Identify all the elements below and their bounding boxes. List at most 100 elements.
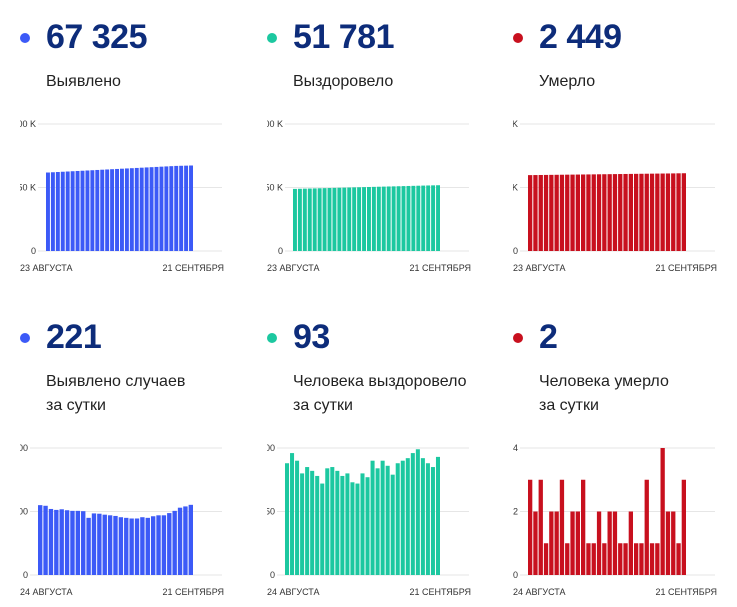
- bar: [357, 187, 362, 251]
- bar: [302, 188, 307, 251]
- bar: [436, 185, 440, 251]
- detected-daily-label: Выявлено случаев за сутки: [46, 370, 185, 418]
- bar: [591, 174, 596, 251]
- bar: [575, 511, 580, 575]
- y-tick-label: 0: [513, 246, 518, 256]
- bar: [405, 458, 410, 575]
- bar: [596, 511, 602, 575]
- recovered-total-value: 51 781: [293, 18, 395, 56]
- bar: [167, 513, 172, 575]
- y-tick-label: 0: [270, 570, 275, 580]
- detected-daily-marker-dot: [20, 333, 30, 343]
- detected-marker-dot: [20, 33, 30, 43]
- bar: [102, 514, 107, 575]
- y-tick-label: 0: [513, 570, 518, 580]
- recovered-daily-label: Человека выздоровело за сутки: [293, 370, 466, 418]
- bar: [391, 186, 396, 251]
- died-total-label: Умерло: [539, 70, 595, 94]
- bar: [591, 543, 596, 575]
- bar: [634, 543, 639, 575]
- bar: [360, 473, 365, 575]
- died-daily-label-line-1: Человека умерло: [539, 373, 669, 390]
- panel-died-daily: 2 Человека умерло за сутки 0 2 4 24 АВГУСТА…: [513, 318, 737, 603]
- bar: [435, 456, 440, 575]
- bar: [129, 168, 134, 251]
- bar: [612, 174, 618, 251]
- bar: [660, 448, 665, 575]
- panel-recovered-daily: 93 Человека выздоровело за сутки 0 50 100 2…: [267, 318, 497, 603]
- bar: [586, 174, 591, 251]
- bar: [554, 511, 559, 575]
- bar: [177, 507, 183, 575]
- bar: [431, 185, 436, 251]
- bar: [565, 174, 570, 251]
- bar: [189, 165, 193, 251]
- bar: [310, 470, 315, 575]
- bar: [100, 169, 105, 251]
- bar: [370, 460, 375, 575]
- bar: [144, 167, 149, 251]
- bar: [406, 185, 411, 251]
- recovered-marker-dot: [267, 33, 277, 43]
- bar: [607, 511, 612, 575]
- bar: [161, 515, 167, 575]
- bar: [381, 186, 386, 251]
- bar: [570, 511, 575, 575]
- bar: [154, 166, 159, 251]
- bar: [113, 515, 118, 575]
- x-tick-label-start: 24 АВГУСТА: [20, 587, 73, 597]
- bar: [528, 175, 533, 251]
- bar: [367, 186, 371, 251]
- bar: [327, 188, 332, 251]
- bar: [320, 483, 325, 575]
- bar: [105, 169, 110, 251]
- bar: [533, 175, 538, 251]
- bar: [297, 188, 302, 251]
- bar: [401, 186, 406, 251]
- bar: [565, 543, 570, 575]
- bar: [75, 510, 81, 575]
- bar: [596, 174, 602, 251]
- bar: [543, 543, 549, 575]
- died-marker-dot: [513, 33, 523, 43]
- bar: [395, 463, 400, 575]
- bar: [376, 186, 381, 251]
- bar: [64, 510, 70, 575]
- x-tick-label-end: 21 СЕНТЯБРЯ: [409, 587, 471, 597]
- y-tick-label: 2: [513, 507, 518, 517]
- bar: [390, 474, 395, 575]
- bar: [43, 505, 48, 575]
- bar: [325, 468, 330, 575]
- recovered-daily-marker-dot: [267, 333, 277, 343]
- bar: [124, 168, 129, 251]
- bar: [156, 515, 161, 575]
- detected-daily-label-line-2: за сутки: [46, 397, 106, 414]
- bar: [618, 543, 623, 575]
- bar: [300, 473, 305, 575]
- bar: [188, 504, 193, 575]
- bar: [681, 173, 686, 251]
- bar: [612, 511, 618, 575]
- bar: [355, 483, 360, 575]
- panel-died-total: 2 449 Умерло 0 2 K 4 K 23 АВГУСТА 21 СЕНТЯБР…: [513, 18, 737, 280]
- bar: [46, 172, 50, 251]
- bar: [644, 479, 649, 575]
- recovered-total-label-line: Выздоровело: [293, 73, 394, 90]
- bar: [380, 460, 385, 575]
- bar: [164, 166, 169, 251]
- bar: [371, 186, 376, 251]
- bar: [95, 169, 100, 251]
- died-daily-marker-dot: [513, 333, 523, 343]
- bar: [575, 174, 580, 251]
- bar: [86, 517, 91, 575]
- bar: [75, 170, 80, 251]
- y-tick-label: 50: [267, 507, 275, 517]
- bar: [410, 453, 415, 575]
- bar: [352, 187, 357, 251]
- bar: [38, 505, 43, 575]
- died-daily-value: 2: [539, 318, 558, 356]
- y-tick-label: 100: [267, 443, 275, 453]
- bar: [415, 449, 420, 575]
- bar: [118, 517, 124, 575]
- panel-detected-daily: 221 Выявлено случаев за сутки 0 200 400 24 …: [20, 318, 250, 603]
